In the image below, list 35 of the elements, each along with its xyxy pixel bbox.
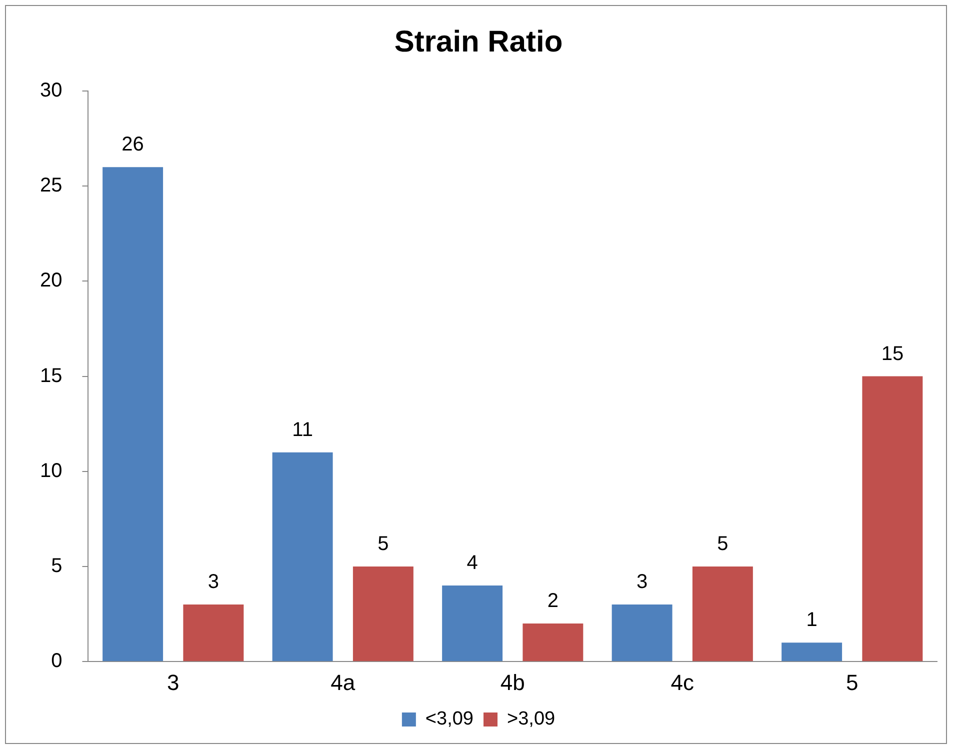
x-tick-label: 4b (500, 670, 525, 695)
data-label: 4 (466, 552, 478, 574)
bar (442, 586, 503, 662)
data-label: 5 (378, 533, 389, 556)
x-tick-label: 3 (166, 670, 180, 695)
x-tick-label: 4c (670, 670, 694, 695)
y-tick-label: 15 (40, 364, 62, 387)
legend-label: <3,09 (425, 708, 474, 730)
y-tick-label: 30 (40, 80, 62, 102)
y-tick-label: 25 (40, 174, 62, 197)
data-label: 15 (881, 342, 904, 365)
bar (183, 604, 244, 662)
y-tick-label: 5 (51, 555, 62, 578)
bar (102, 167, 164, 662)
bar (352, 566, 414, 662)
bar (522, 624, 584, 662)
bar (612, 604, 672, 662)
x-tick-label: 4a (330, 670, 356, 695)
data-label: 26 (122, 134, 144, 156)
bar (272, 452, 333, 662)
legend-label: >3,09 (507, 708, 556, 730)
chart-title: Strain Ratio (394, 25, 563, 58)
y-tick-label: 20 (40, 270, 62, 292)
data-label: 1 (806, 609, 818, 632)
data-label: 3 (636, 571, 648, 594)
bar (862, 376, 923, 662)
bar (692, 566, 753, 662)
y-tick-label: 0 (51, 650, 62, 672)
data-label: 11 (292, 418, 313, 441)
y-tick-label: 10 (40, 460, 62, 482)
x-tick-label: 5 (846, 670, 858, 695)
data-label: 2 (547, 590, 558, 612)
bar (782, 642, 842, 662)
data-label: 3 (208, 571, 219, 594)
data-label: 5 (717, 533, 728, 556)
